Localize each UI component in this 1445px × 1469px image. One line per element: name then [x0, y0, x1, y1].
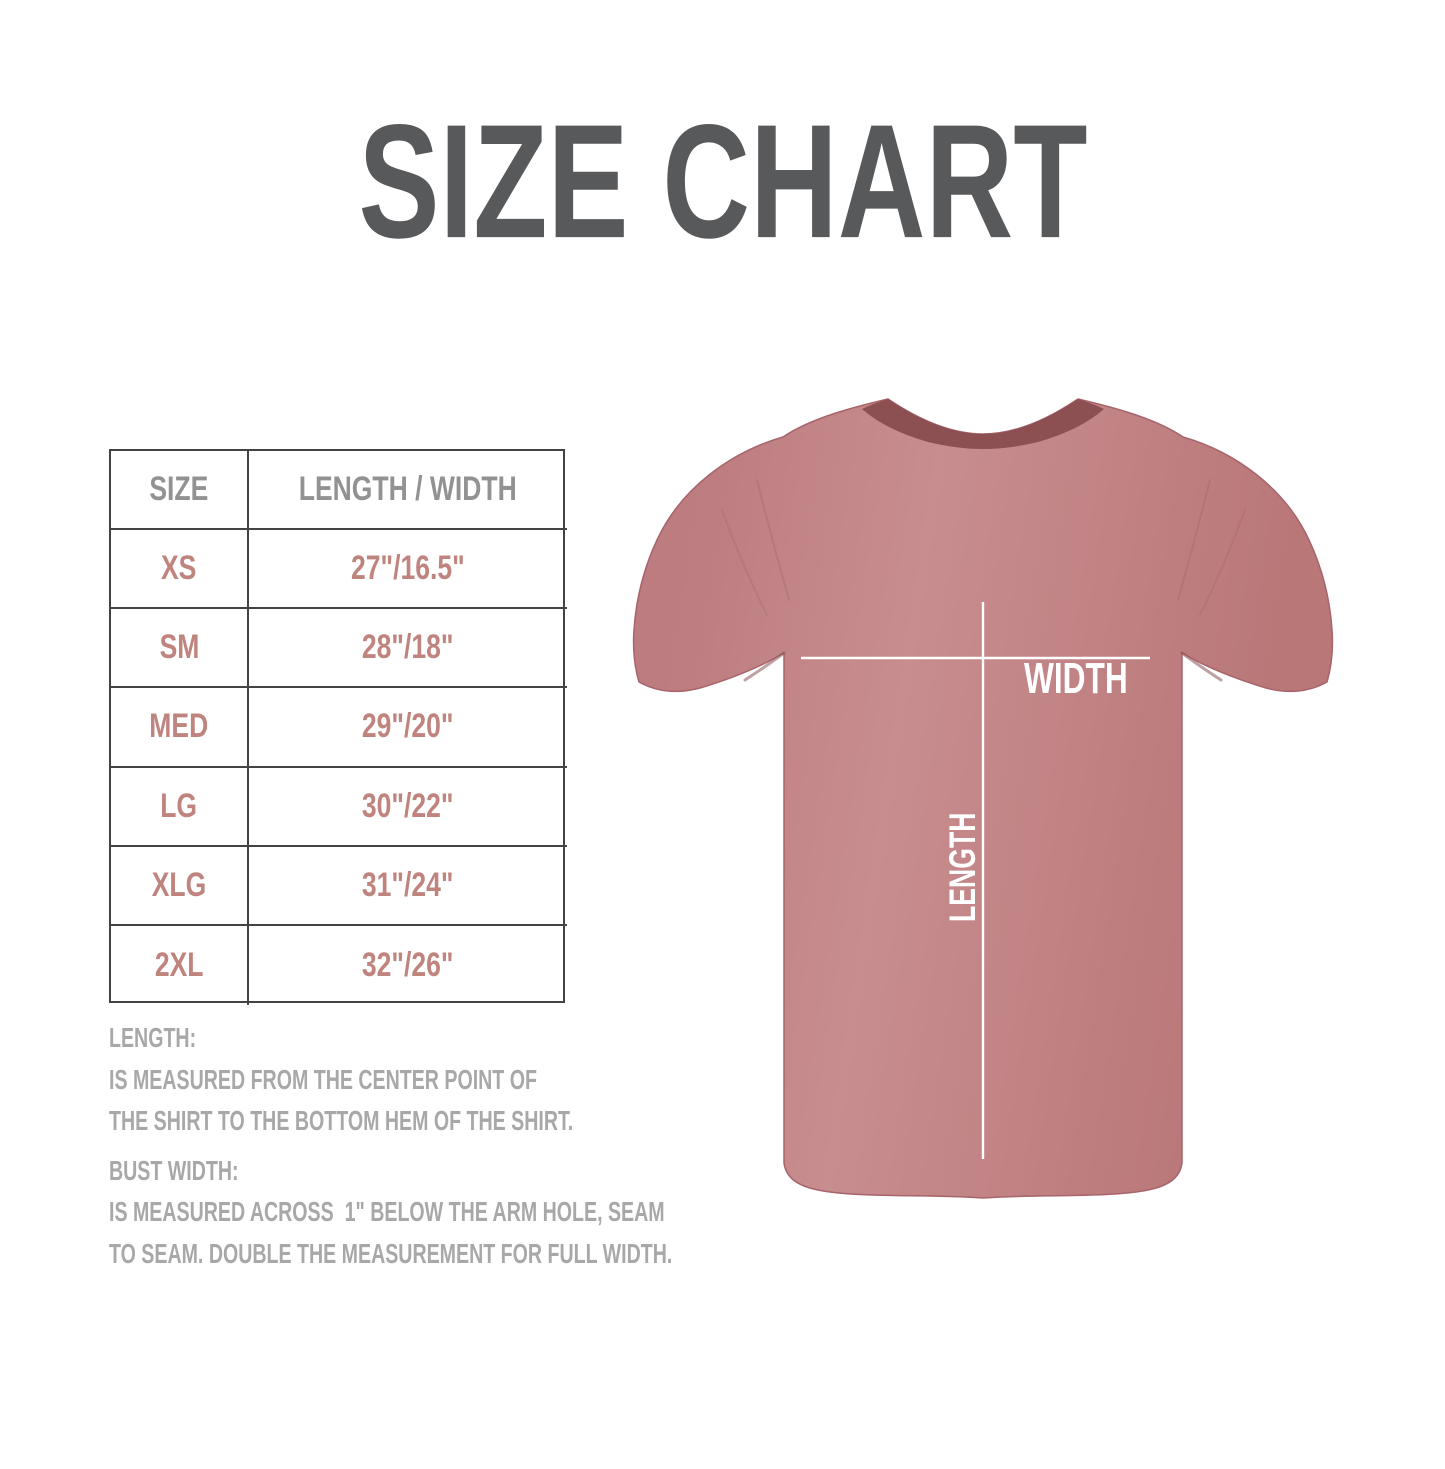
svg-text:WIDTH: WIDTH	[1024, 654, 1128, 703]
svg-text:LENGTH: LENGTH	[942, 813, 983, 922]
